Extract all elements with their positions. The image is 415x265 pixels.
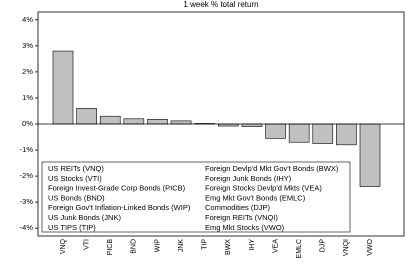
y-tick-label: 2%	[22, 67, 33, 76]
legend-entry: Foreign Devlp'd Mkt Gov't Bonds (BWX)	[205, 164, 339, 173]
legend-entry: Foreign REITs (VNQI)	[205, 213, 278, 222]
x-tick-label: WIP	[154, 239, 161, 253]
y-tick-label: -4%	[20, 223, 34, 232]
x-tick-label: VNQI	[343, 239, 350, 256]
y-tick-label: 3%	[22, 41, 33, 50]
chart-title: 1 week % total return	[183, 0, 258, 9]
legend-entry: Emg Mkt Gov't Bonds (EMLC)	[205, 193, 306, 202]
legend-entry: Foreign Stocks Devlp'd Mkts (VEA)	[205, 184, 322, 193]
legend-entry: US Bonds (BND)	[48, 193, 105, 202]
legend-entry: Emg Mkt Stocks (VWO)	[205, 223, 285, 232]
y-tick-label: 4%	[22, 15, 33, 24]
x-tick-label: BND	[131, 239, 138, 254]
x-tick-label: BWX	[225, 239, 232, 255]
bar	[99, 115, 121, 125]
bar	[265, 123, 286, 139]
legend-entry: Foreign Invest-Grade Corp Bonds (PICB)	[48, 184, 186, 193]
x-tick-label: VEA	[272, 239, 279, 253]
legend-entry: Foreign Gov't Inflation-Linked Bonds (WI…	[48, 203, 191, 212]
legend-entry: Foreign Junk Bonds (IHY)	[205, 174, 292, 183]
bar	[288, 123, 310, 143]
x-tick-label: TIP	[202, 239, 209, 250]
x-tick-label: EMLC	[296, 239, 303, 258]
bar	[123, 118, 145, 125]
legend-entry: US REITs (VNQ)	[48, 164, 104, 173]
y-tick-label: -1%	[20, 145, 34, 154]
x-tick-label: DJP	[320, 239, 327, 253]
y-tick-label: -3%	[20, 197, 34, 206]
bar	[336, 123, 357, 146]
x-tick-label: VTI	[83, 239, 90, 250]
bar	[147, 119, 168, 125]
x-tick-label: VWO	[367, 238, 374, 255]
legend-entry: US Junk Bonds (JNK)	[48, 213, 121, 222]
legend-entry: US Stocks (VTI)	[48, 174, 102, 183]
x-tick-label: JNK	[178, 239, 185, 253]
legend-box	[41, 161, 351, 233]
bar	[312, 123, 334, 144]
bar	[170, 120, 192, 125]
legend-entry: US TIPS (TIP)	[48, 223, 96, 232]
x-tick-label: VNQ	[60, 238, 67, 254]
y-tick-label: -2%	[20, 171, 34, 180]
x-tick-label: IHY	[249, 239, 256, 251]
legend-entry: Commodities (DJP)	[205, 203, 271, 212]
y-tick-label: 1%	[22, 93, 33, 102]
bar	[52, 50, 74, 125]
y-tick-label: 0%	[22, 119, 33, 128]
bar	[359, 123, 381, 187]
bar	[76, 108, 97, 125]
x-tick-label: PICB	[107, 239, 114, 256]
